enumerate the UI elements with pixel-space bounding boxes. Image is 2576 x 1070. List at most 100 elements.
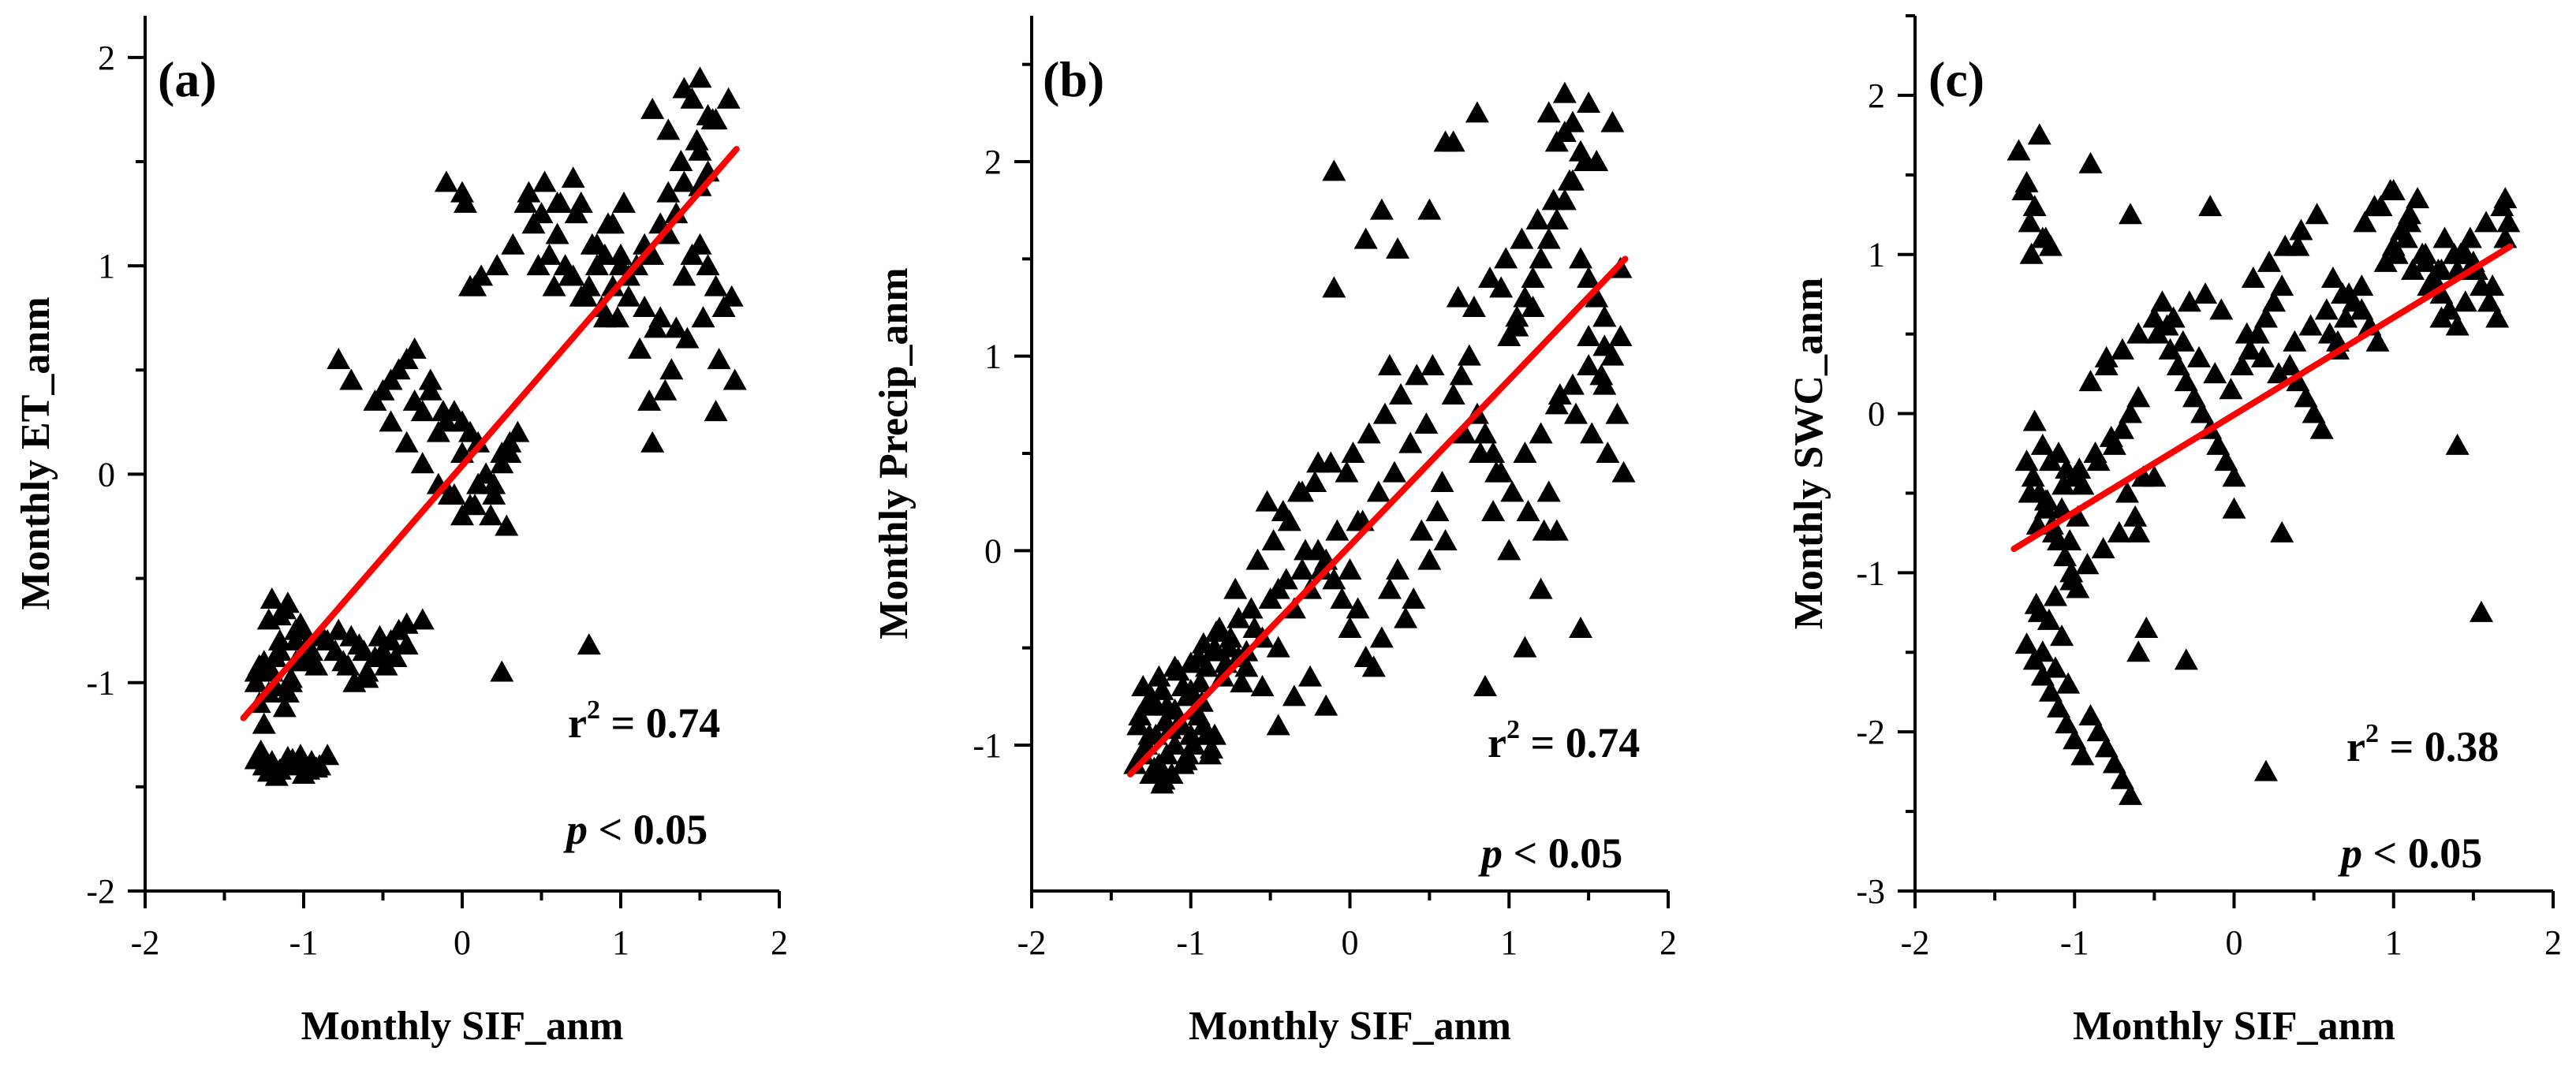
y-tick-label: -1 — [86, 664, 115, 703]
data-point — [2070, 473, 2095, 495]
data-point — [1250, 675, 1275, 696]
data-point — [573, 285, 598, 307]
data-point — [2110, 417, 2134, 439]
data-point — [1441, 383, 1465, 405]
r-squared-value: = 0.74 — [600, 699, 720, 747]
regression-line — [2010, 243, 2514, 553]
data-point — [342, 670, 367, 692]
y-axis-title: Monthly ET_anm — [13, 296, 58, 610]
data-point — [1174, 748, 1198, 770]
data-point — [2066, 505, 2090, 527]
data-point — [2309, 417, 2334, 439]
data-point — [1513, 442, 1537, 463]
data-point — [584, 254, 609, 276]
data-point — [336, 654, 360, 676]
data-point — [2298, 314, 2323, 336]
data-point — [1306, 451, 1331, 473]
data-point — [1330, 587, 1354, 609]
data-point — [267, 604, 292, 626]
r-superscript: 2 — [2365, 719, 2379, 748]
data-point — [2033, 226, 2058, 248]
data-point — [466, 431, 491, 453]
data-point — [688, 66, 712, 88]
x-tick-label: 1 — [2385, 923, 2402, 962]
data-point — [363, 389, 387, 411]
data-point — [1608, 325, 1633, 346]
data-point — [1338, 558, 1362, 580]
data-point — [2350, 274, 2374, 296]
data-point — [2381, 179, 2406, 200]
data-point — [2047, 695, 2071, 718]
data-point — [1335, 460, 1359, 483]
data-point — [1153, 710, 1178, 732]
data-point — [1557, 169, 1581, 191]
x-tick-label: 2 — [771, 923, 788, 962]
data-point — [2241, 267, 2265, 288]
data-point — [1536, 227, 1561, 249]
data-point — [2397, 211, 2421, 233]
data-point — [577, 633, 601, 655]
data-point — [1516, 500, 1540, 521]
regression-line — [240, 146, 740, 721]
data-point — [1200, 639, 1225, 662]
data-point — [1446, 285, 1470, 308]
data-point — [1544, 519, 1569, 541]
data-point — [1261, 529, 1286, 550]
data-point — [244, 660, 268, 682]
data-point — [2206, 433, 2231, 455]
data-point — [526, 254, 551, 276]
data-point — [2134, 617, 2159, 638]
x-axis-title: Monthly SIF_anm — [1189, 1004, 1511, 1049]
data-point — [1525, 208, 1550, 229]
data-point — [264, 764, 289, 786]
data-point — [374, 654, 398, 676]
data-point — [1611, 460, 1636, 483]
data-point — [2177, 290, 2201, 312]
data-point — [490, 660, 514, 682]
data-point — [640, 431, 665, 453]
data-point — [1182, 733, 1206, 755]
data-point — [2053, 545, 2078, 567]
data-point — [1494, 247, 1518, 269]
data-point — [1473, 675, 1497, 696]
data-point — [1430, 471, 1454, 492]
r-symbol: r — [1488, 719, 1506, 766]
data-point — [2353, 211, 2377, 233]
r-superscript: 2 — [587, 695, 600, 725]
data-point — [454, 191, 478, 213]
data-point — [2123, 505, 2148, 527]
data-point — [315, 744, 340, 766]
data-point — [506, 420, 530, 442]
data-point — [2126, 386, 2151, 408]
data-point — [1544, 130, 1569, 152]
data-point — [394, 431, 419, 453]
data-point — [2362, 195, 2387, 217]
data-point — [2110, 337, 2134, 360]
data-point — [1137, 723, 1162, 745]
data-point — [1544, 208, 1569, 229]
data-point — [1402, 587, 1426, 609]
data-point — [352, 639, 376, 662]
data-point — [2469, 600, 2493, 622]
data-point — [1353, 227, 1378, 249]
data-point — [537, 243, 562, 265]
data-point — [542, 274, 566, 296]
data-point — [2262, 290, 2287, 312]
data-point — [637, 389, 662, 411]
data-point — [2314, 298, 2339, 320]
data-point — [263, 646, 287, 667]
data-point — [1266, 636, 1290, 658]
data-point — [300, 639, 324, 662]
data-point — [1341, 442, 1365, 463]
data-point — [2047, 442, 2071, 463]
data-point — [1208, 617, 1232, 638]
data-point — [2110, 767, 2134, 789]
data-point — [2142, 306, 2167, 328]
r-squared-label: r2 = 0.38 — [2346, 719, 2499, 770]
data-point — [2027, 123, 2051, 145]
data-point — [1596, 442, 1620, 463]
data-point — [259, 587, 284, 609]
data-point — [501, 233, 525, 255]
data-point — [1585, 285, 1609, 308]
